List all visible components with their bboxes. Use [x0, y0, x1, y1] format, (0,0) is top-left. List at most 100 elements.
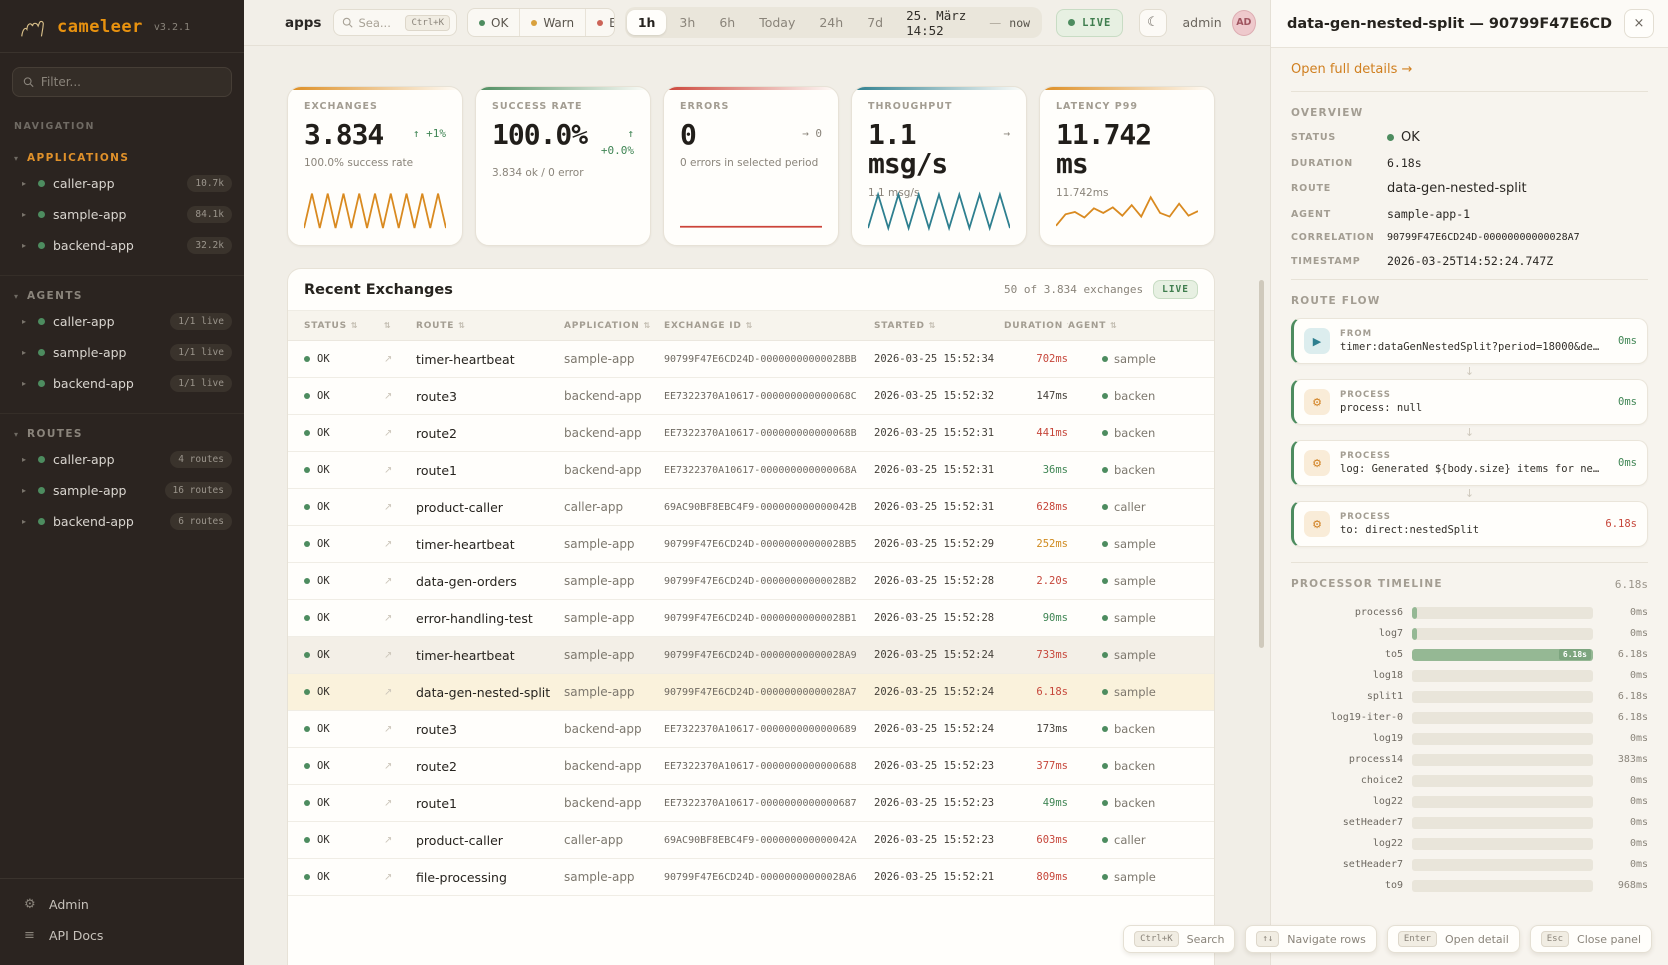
- timeline-row: log18 0ms: [1291, 665, 1648, 686]
- section-header-applications[interactable]: ▾ APPLICATIONS: [0, 148, 244, 168]
- table-row[interactable]: OK ↗ file-processing sample-app 90799F47E6CD…: [288, 859, 1214, 896]
- time-range-7d[interactable]: 7d: [867, 15, 884, 30]
- column-header-exchange-id[interactable]: EXCHANGE ID ⇅: [664, 321, 874, 331]
- timeline-row: to9 968ms: [1291, 875, 1648, 896]
- flow-step-process[interactable]: ⚙ PROCESS log: Generated ${body.size} item…: [1291, 440, 1648, 486]
- filter-input[interactable]: [40, 75, 221, 89]
- sidebar-filter[interactable]: [12, 67, 232, 97]
- open-exchange-icon[interactable]: ↗: [384, 649, 393, 661]
- column-header-application[interactable]: APPLICATION ⇅: [564, 321, 664, 331]
- open-exchange-icon[interactable]: ↗: [384, 723, 393, 735]
- open-exchange-icon[interactable]: ↗: [384, 427, 393, 439]
- section-header-agents[interactable]: ▾ AGENTS: [0, 286, 244, 306]
- status-text: OK: [317, 612, 330, 624]
- table-row[interactable]: OK ↗ timer-heartbeat sample-app 90799F47E6CD…: [288, 637, 1214, 674]
- table-row[interactable]: OK ↗ route1 backend-app EE7322370A10617-0000…: [288, 785, 1214, 822]
- avatar[interactable]: AD: [1231, 9, 1256, 36]
- time-range-6h[interactable]: 6h: [719, 15, 736, 30]
- date-range-end[interactable]: now: [1009, 15, 1031, 30]
- table-row[interactable]: OK ↗ error-handling-test sample-app 90799F47…: [288, 600, 1214, 637]
- timeline-row: setHeader7 0ms: [1291, 812, 1648, 833]
- time-range-24h[interactable]: 24h: [819, 15, 844, 30]
- open-exchange-icon[interactable]: ↗: [384, 686, 393, 698]
- footer-item-api-docs[interactable]: ≡ API Docs: [0, 920, 244, 951]
- table-row[interactable]: OK ↗ route2 backend-app EE7322370A10617-0000…: [288, 415, 1214, 452]
- table-row[interactable]: OK ↗ timer-heartbeat sample-app 90799F47E6CD…: [288, 341, 1214, 378]
- open-exchange-icon[interactable]: ↗: [384, 538, 393, 550]
- open-exchange-icon[interactable]: ↗: [384, 575, 393, 587]
- open-exchange-icon[interactable]: ↗: [384, 797, 393, 809]
- status-dot: [38, 211, 45, 218]
- hint-label: Navigate rows: [1287, 932, 1366, 946]
- flow-step-process[interactable]: ⚙ PROCESS process: null 0ms: [1291, 379, 1648, 425]
- sidebar-item-backend-app[interactable]: ▸ backend-app 1/1 live: [0, 368, 244, 399]
- overview-field-text: 6.18s: [1387, 156, 1422, 170]
- sidebar-item-backend-app[interactable]: ▸ backend-app 32.2k: [0, 230, 244, 261]
- sort-icon: ⇅: [745, 321, 754, 330]
- sidebar-item-sample-app[interactable]: ▸ sample-app 1/1 live: [0, 337, 244, 368]
- timeline-duration: 0ms: [1629, 775, 1648, 786]
- open-full-details-link[interactable]: Open full details →: [1291, 62, 1413, 77]
- column-header-status[interactable]: STATUS ⇅: [304, 321, 384, 331]
- sidebar-item-caller-app[interactable]: ▸ caller-app 10.7k: [0, 168, 244, 199]
- column-header-agent[interactable]: AGENT ⇅: [1068, 321, 1214, 331]
- time-range-1h[interactable]: 1h: [626, 10, 667, 35]
- table-row[interactable]: OK ↗ product-caller caller-app 69AC90BF8EBC4…: [288, 489, 1214, 526]
- column-header-started[interactable]: STARTED ⇅: [874, 321, 1004, 331]
- sidebar-item-backend-app[interactable]: ▸ backend-app 6 routes: [0, 506, 244, 537]
- cell-route: route1: [416, 795, 457, 811]
- cell-route: timer-heartbeat: [416, 647, 515, 663]
- section-header-routes[interactable]: ▾ ROUTES: [0, 424, 244, 444]
- table-row[interactable]: OK ↗ route2 backend-app EE7322370A10617-0000…: [288, 748, 1214, 785]
- status-filter-warn[interactable]: Warn: [520, 9, 587, 36]
- sidebar-item-sample-app[interactable]: ▸ sample-app 16 routes: [0, 475, 244, 506]
- date-range-start[interactable]: 25. März 14:52: [906, 7, 967, 38]
- column-header-duration[interactable]: DURATION⇅: [1004, 321, 1068, 331]
- route-flow-steps: ▶ FROM timer:dataGenNestedSplit?period=180…: [1291, 318, 1648, 547]
- flow-step-process[interactable]: ⚙ PROCESS to: direct:nestedSplit 6.18s: [1291, 501, 1648, 547]
- sidebar-item-caller-app[interactable]: ▸ caller-app 4 routes: [0, 444, 244, 475]
- table-row[interactable]: OK ↗ route3 backend-app EE7322370A10617-0000…: [288, 711, 1214, 748]
- theme-toggle-button[interactable]: ☾: [1139, 8, 1167, 37]
- overview-field-key: CORRELATION: [1291, 232, 1375, 243]
- open-exchange-icon[interactable]: ↗: [384, 871, 393, 883]
- close-panel-button[interactable]: ×: [1624, 9, 1654, 38]
- time-range-3h[interactable]: 3h: [679, 15, 696, 30]
- table-row[interactable]: OK ↗ timer-heartbeat sample-app 90799F47E6CD…: [288, 526, 1214, 563]
- table-row[interactable]: OK ↗ data-gen-orders sample-app 90799F47E6CD…: [288, 563, 1214, 600]
- table-row[interactable]: OK ↗ route3 backend-app EE7322370A10617-0000…: [288, 378, 1214, 415]
- overview-field-value: data-gen-nested-split: [1387, 181, 1527, 196]
- open-exchange-icon[interactable]: ↗: [384, 464, 393, 476]
- search-input[interactable]: [358, 15, 401, 30]
- column-header-expand[interactable]: ⇅: [384, 321, 416, 330]
- route-flow-section-label: ROUTE FLOW: [1291, 295, 1381, 307]
- cell-exchange-id: EE7322370A10617-000000000000068B: [664, 427, 857, 439]
- open-exchange-icon[interactable]: ↗: [384, 501, 393, 513]
- open-exchange-icon[interactable]: ↗: [384, 834, 393, 846]
- time-range-today[interactable]: Today: [759, 15, 796, 30]
- table-row[interactable]: OK ↗ route1 backend-app EE7322370A10617-0000…: [288, 452, 1214, 489]
- live-toggle[interactable]: LIVE: [1056, 8, 1124, 37]
- status-filter-e[interactable]: E: [586, 9, 614, 36]
- sidebar-item-caller-app[interactable]: ▸ caller-app 1/1 live: [0, 306, 244, 337]
- column-header-route[interactable]: ROUTE ⇅: [416, 321, 564, 331]
- sidebar-item-sample-app[interactable]: ▸ sample-app 84.1k: [0, 199, 244, 230]
- open-exchange-icon[interactable]: ↗: [384, 353, 393, 365]
- status-filter-ok[interactable]: OK: [468, 9, 521, 36]
- status-filter-label: Warn: [543, 15, 575, 30]
- cell-status: OK: [304, 871, 384, 883]
- open-exchange-icon[interactable]: ↗: [384, 390, 393, 402]
- timeline-duration: 6.18s: [1617, 712, 1648, 723]
- search-box[interactable]: Ctrl+K: [333, 9, 457, 36]
- open-exchange-icon[interactable]: ↗: [384, 612, 393, 624]
- main-scrollbar[interactable]: [1259, 280, 1264, 648]
- table-row[interactable]: OK ↗ data-gen-nested-split sample-app 90799F…: [288, 674, 1214, 711]
- stat-trend: ↑ +0.0%: [601, 126, 634, 159]
- open-exchange-icon[interactable]: ↗: [384, 760, 393, 772]
- chevron-right-icon: ▸: [22, 348, 27, 357]
- section-label: APPLICATIONS: [27, 152, 130, 164]
- overview-field-text: sample-app-1: [1387, 207, 1471, 221]
- flow-step-from[interactable]: ▶ FROM timer:dataGenNestedSplit?period=180…: [1291, 318, 1648, 364]
- footer-item-admin[interactable]: ⚙ Admin: [0, 889, 244, 920]
- table-row[interactable]: OK ↗ product-caller caller-app 69AC90BF8EBC4…: [288, 822, 1214, 859]
